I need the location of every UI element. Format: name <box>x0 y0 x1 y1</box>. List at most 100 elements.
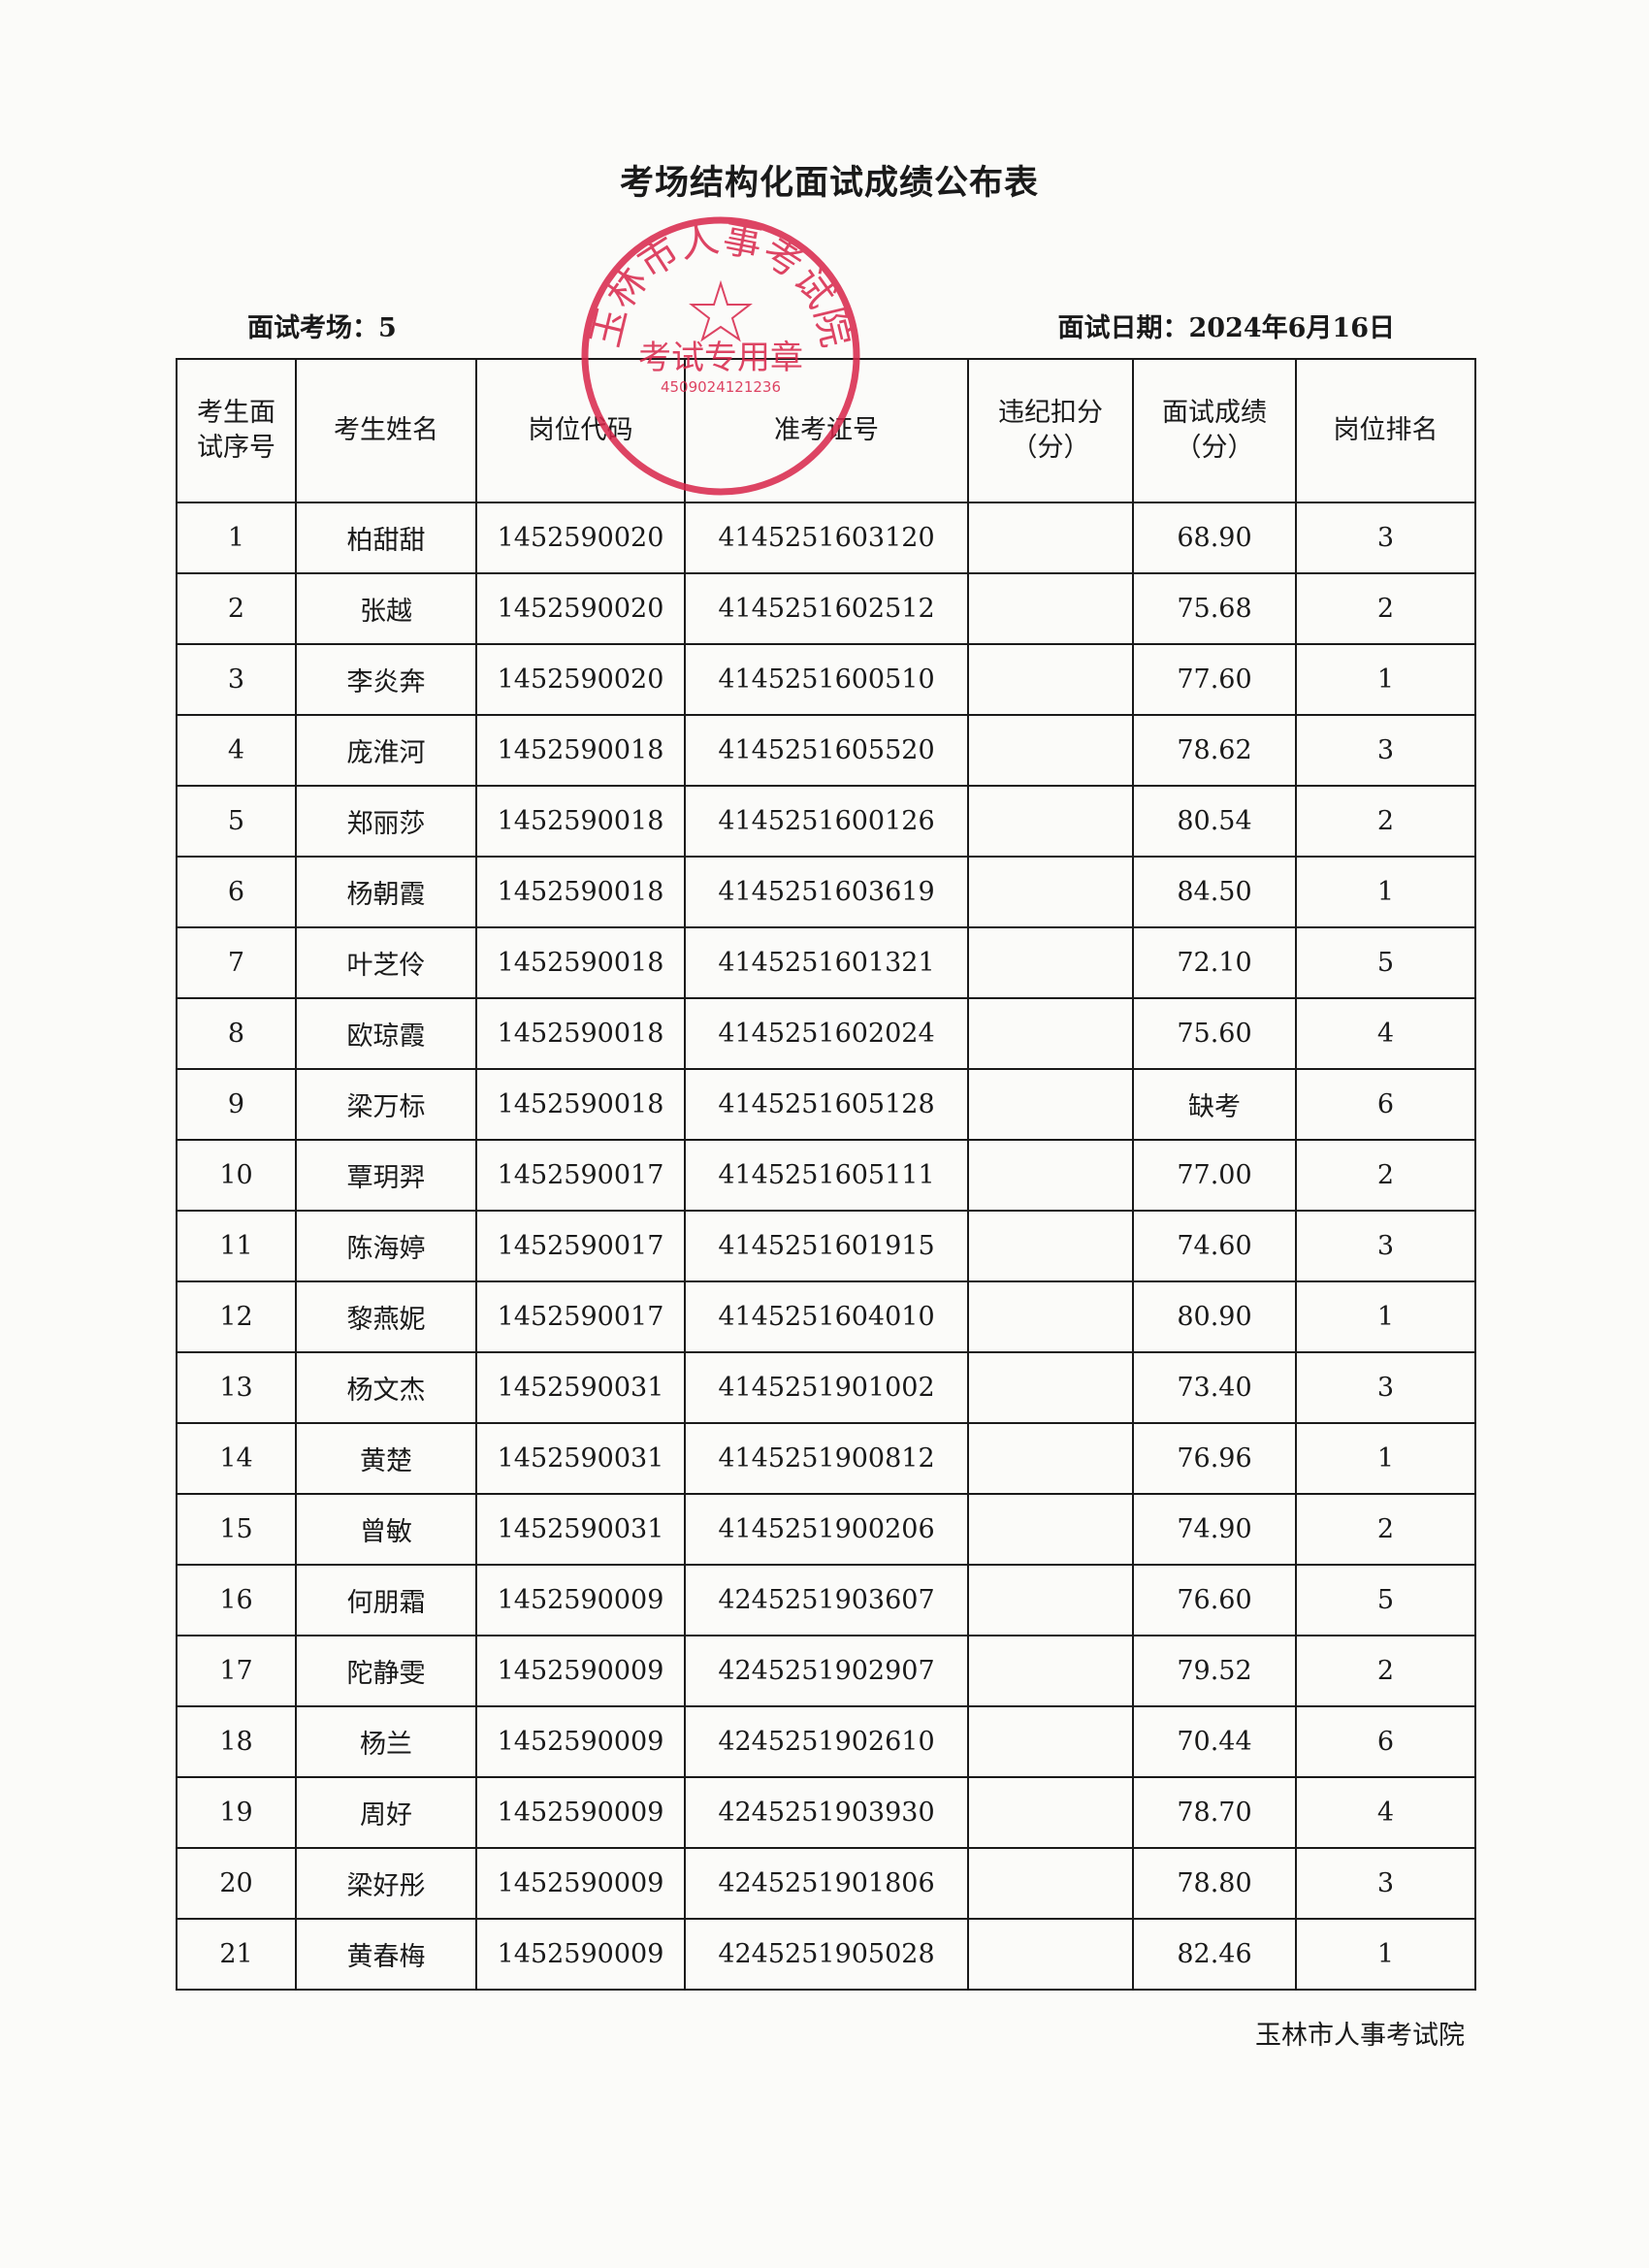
rank-cell: 6 <box>1295 1068 1476 1141</box>
post-code-cell: 1452590018 <box>475 714 686 787</box>
column-header: 岗位代码 <box>475 358 686 503</box>
rank-cell: 2 <box>1295 1635 1476 1707</box>
column-header: 面试成绩（分） <box>1132 358 1297 503</box>
table-row: 13 杨文杰 1452590031 4145251901002 73.40 3 <box>176 1351 1476 1424</box>
score-cell: 77.00 <box>1132 1139 1297 1212</box>
name-cell: 黄楚 <box>295 1422 477 1495</box>
seq-cell: 1 <box>176 502 297 574</box>
column-header-text: 违纪扣分（分） <box>998 398 1103 463</box>
post-code-cell: 1452590017 <box>475 1139 686 1212</box>
column-header-text: 准考证号 <box>774 415 879 445</box>
rank-cell: 4 <box>1295 1776 1476 1849</box>
name-cell: 柏甜甜 <box>295 502 477 574</box>
rank-cell: 3 <box>1295 1847 1476 1920</box>
ticket-number-cell: 4245251903607 <box>684 1564 969 1636</box>
column-header-text: 考生姓名 <box>334 415 438 445</box>
deduction-cell <box>967 1918 1134 1991</box>
name-cell: 陈海婷 <box>295 1210 477 1282</box>
seq-cell: 21 <box>176 1918 297 1991</box>
column-header-text: 岗位代码 <box>528 415 633 445</box>
name-cell: 周好 <box>295 1776 477 1849</box>
post-code-cell: 1452590031 <box>475 1493 686 1566</box>
table-row: 20 梁好彤 1452590009 4245251901806 78.80 3 <box>176 1847 1476 1920</box>
table-row: 7 叶芝伶 1452590018 4145251601321 72.10 5 <box>176 926 1476 999</box>
seq-cell: 4 <box>176 714 297 787</box>
deduction-cell <box>967 1280 1134 1353</box>
name-cell: 黎燕妮 <box>295 1280 477 1353</box>
score-cell: 76.60 <box>1132 1564 1297 1636</box>
score-cell: 78.80 <box>1132 1847 1297 1920</box>
post-code-cell: 1452590020 <box>475 572 686 645</box>
seq-cell: 10 <box>176 1139 297 1212</box>
table-row: 11 陈海婷 1452590017 4145251601915 74.60 3 <box>176 1210 1476 1282</box>
table-row: 8 欧琼霞 1452590018 4145251602024 75.60 4 <box>176 997 1476 1070</box>
post-code-cell: 1452590020 <box>475 643 686 716</box>
post-code-cell: 1452590020 <box>475 502 686 574</box>
rank-cell: 3 <box>1295 1210 1476 1282</box>
seq-cell: 20 <box>176 1847 297 1920</box>
table-header-row: 考生面试序号 考生姓名 岗位代码 准考证号 违纪扣分（分） 面试成绩（分） 岗位排名 <box>176 358 1476 503</box>
score-cell: 84.50 <box>1132 856 1297 928</box>
rank-cell: 2 <box>1295 1139 1476 1212</box>
rank-cell: 5 <box>1295 1564 1476 1636</box>
seq-cell: 14 <box>176 1422 297 1495</box>
seq-cell: 3 <box>176 643 297 716</box>
table-row: 4 庞淮河 1452590018 4145251605520 78.62 3 <box>176 714 1476 787</box>
results-table: 考生面试序号 考生姓名 岗位代码 准考证号 违纪扣分（分） 面试成绩（分） 岗位排名 1 柏甜… <box>176 358 1476 1991</box>
deduction-cell <box>967 1705 1134 1778</box>
score-cell: 68.90 <box>1132 502 1297 574</box>
table-row: 17 陀静雯 1452590009 4245251902907 79.52 2 <box>176 1635 1476 1707</box>
score-cell: 70.44 <box>1132 1705 1297 1778</box>
post-code-cell: 1452590009 <box>475 1564 686 1636</box>
deduction-cell <box>967 1493 1134 1566</box>
ticket-number-cell: 4145251605128 <box>684 1068 969 1141</box>
ticket-number-cell: 4145251603619 <box>684 856 969 928</box>
ticket-number-cell: 4245251901806 <box>684 1847 969 1920</box>
score-cell: 75.68 <box>1132 572 1297 645</box>
ticket-number-cell: 4145251900812 <box>684 1422 969 1495</box>
deduction-cell <box>967 1635 1134 1707</box>
score-cell: 75.60 <box>1132 997 1297 1070</box>
page-title: 考场结构化面试成绩公布表 <box>619 163 1039 203</box>
seq-cell: 18 <box>176 1705 297 1778</box>
score-cell: 78.62 <box>1132 714 1297 787</box>
column-header: 考生面试序号 <box>176 358 297 503</box>
name-cell: 李炎奔 <box>295 643 477 716</box>
post-code-cell: 1452590009 <box>475 1918 686 1991</box>
deduction-cell <box>967 1068 1134 1141</box>
ticket-number-cell: 4145251603120 <box>684 502 969 574</box>
name-cell: 郑丽莎 <box>295 785 477 858</box>
ticket-number-cell: 4145251601321 <box>684 926 969 999</box>
seq-cell: 17 <box>176 1635 297 1707</box>
issuer-footer: 玉林市人事考试院 <box>1255 2021 1465 2051</box>
table-row: 3 李炎奔 1452590020 4145251600510 77.60 1 <box>176 643 1476 716</box>
table-row: 2 张越 1452590020 4145251602512 75.68 2 <box>176 572 1476 645</box>
table-row: 12 黎燕妮 1452590017 4145251604010 80.90 1 <box>176 1280 1476 1353</box>
rank-cell: 2 <box>1295 1493 1476 1566</box>
post-code-cell: 1452590031 <box>475 1351 686 1424</box>
ticket-number-cell: 4145251605111 <box>684 1139 969 1212</box>
deduction-cell <box>967 1776 1134 1849</box>
score-cell: 74.60 <box>1132 1210 1297 1282</box>
deduction-cell <box>967 997 1134 1070</box>
name-cell: 梁好彤 <box>295 1847 477 1920</box>
table-row: 9 梁万标 1452590018 4145251605128 缺考 6 <box>176 1068 1476 1141</box>
rank-cell: 6 <box>1295 1705 1476 1778</box>
post-code-cell: 1452590031 <box>475 1422 686 1495</box>
post-code-cell: 1452590009 <box>475 1635 686 1707</box>
seq-cell: 11 <box>176 1210 297 1282</box>
deduction-cell <box>967 643 1134 716</box>
name-cell: 庞淮河 <box>295 714 477 787</box>
deduction-cell <box>967 1210 1134 1282</box>
deduction-cell <box>967 1422 1134 1495</box>
ticket-number-cell: 4145251602024 <box>684 997 969 1070</box>
table-row: 10 覃玥羿 1452590017 4145251605111 77.00 2 <box>176 1139 1476 1212</box>
rank-cell: 2 <box>1295 572 1476 645</box>
score-cell: 78.70 <box>1132 1776 1297 1849</box>
score-cell: 79.52 <box>1132 1635 1297 1707</box>
post-code-cell: 1452590009 <box>475 1776 686 1849</box>
score-cell: 82.46 <box>1132 1918 1297 1991</box>
name-cell: 曾敏 <box>295 1493 477 1566</box>
seq-cell: 12 <box>176 1280 297 1353</box>
name-cell: 张越 <box>295 572 477 645</box>
